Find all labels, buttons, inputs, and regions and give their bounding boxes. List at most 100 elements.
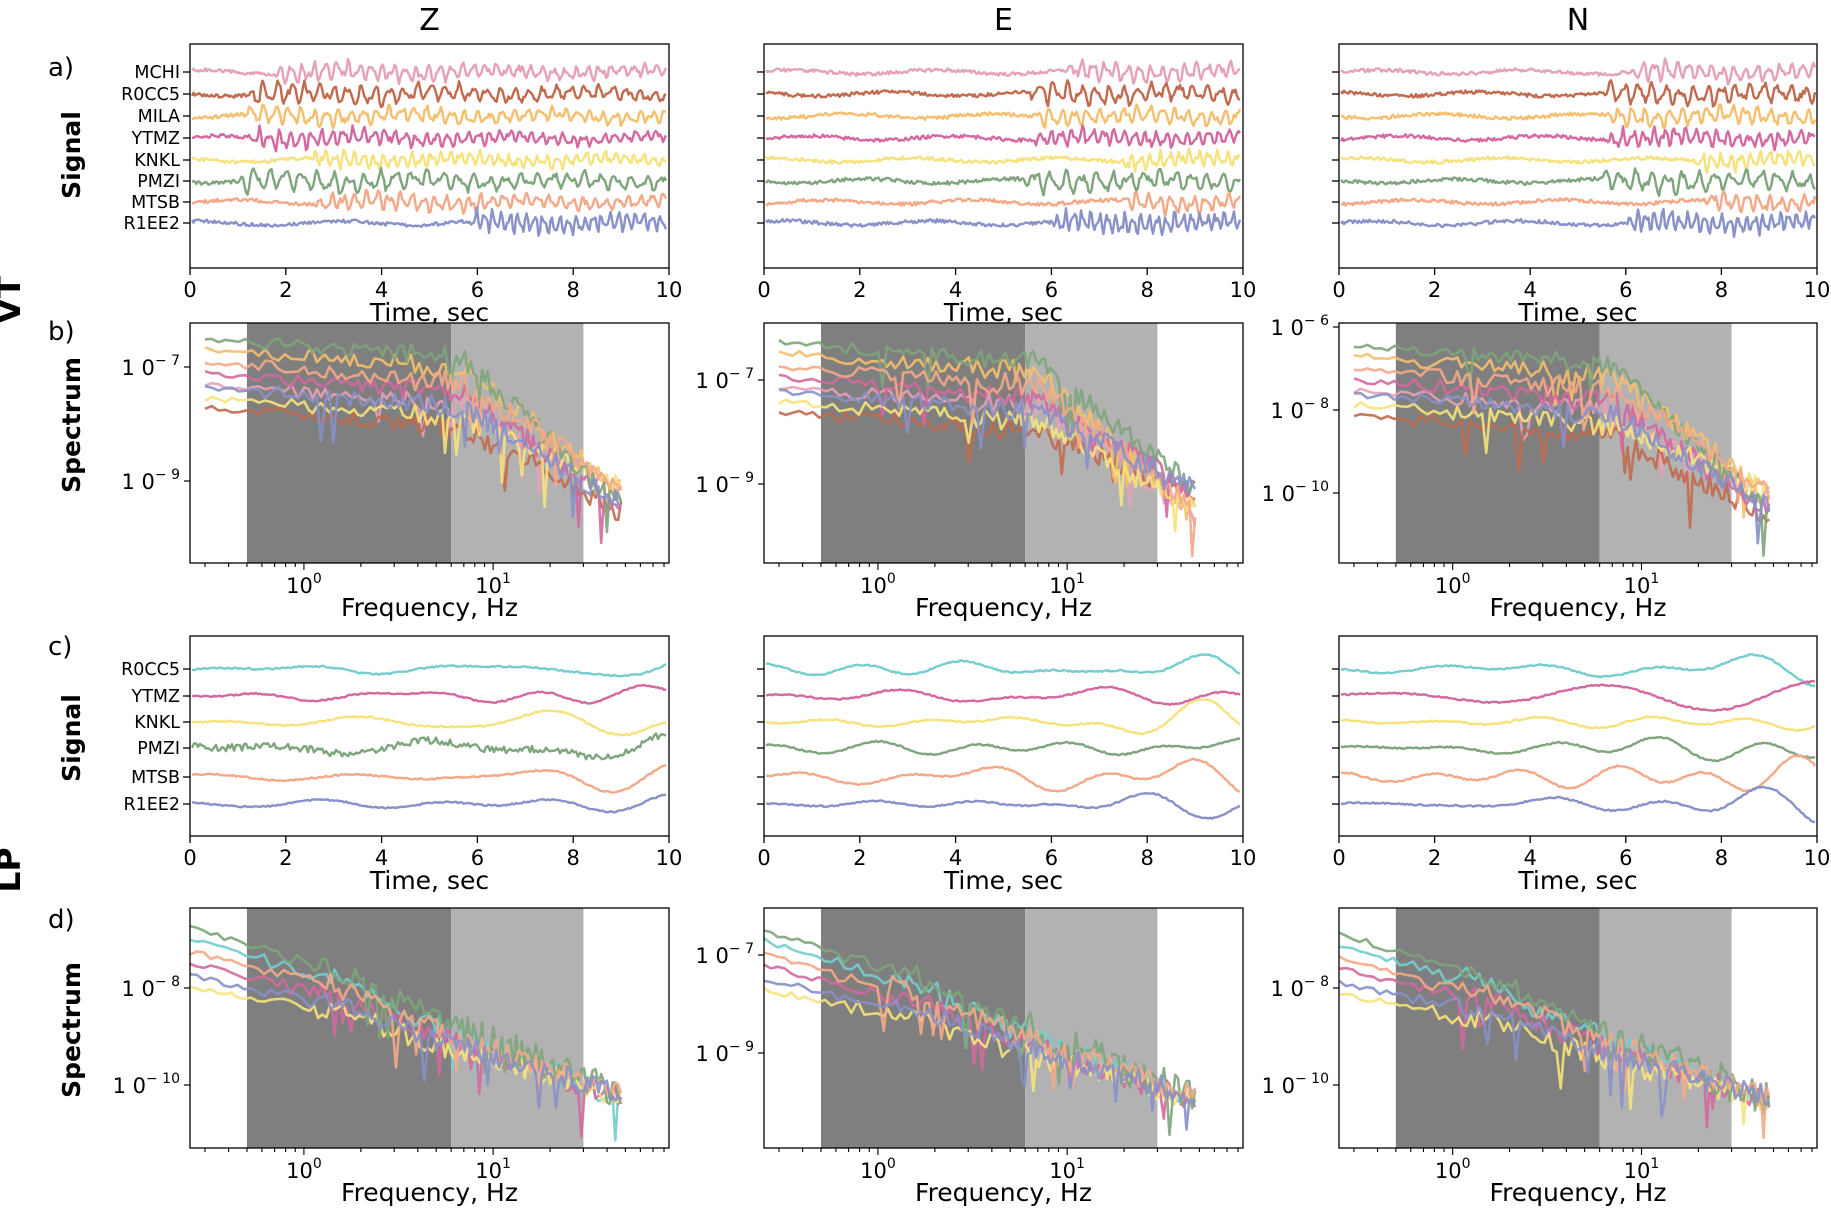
b-spectrum-frame-2 (1338, 322, 1818, 564)
spectrum-ylabel-vt: Spectrum (57, 357, 86, 493)
vt-trace-mtsb-e (765, 191, 1242, 218)
vt-trace-pmzi-e (765, 167, 1241, 197)
x-tick-label-a2-10: 10 (1804, 278, 1831, 302)
x-tick-label-a0-0: 0 (183, 278, 196, 302)
time-xlabel-c1: Time, sec (943, 866, 1063, 895)
row-label-lp: LP (0, 847, 28, 892)
lp-trace-knkl-e (765, 697, 1241, 736)
lp-trace-knkl-n (1340, 715, 1816, 732)
d-freq-xlabel-2: Frequency, Hz (1490, 1178, 1667, 1207)
vt-trace-ytmz-z (191, 124, 668, 153)
b-ylabel-1-1: 1 0− 9 (696, 470, 755, 497)
b-spectrum-mtsb-0 (204, 359, 623, 492)
x-tick-label-a0-8: 8 (567, 278, 580, 302)
b-spectrum-mtsb-2 (1353, 367, 1771, 505)
b-spectrum-r1ee2-1 (778, 388, 1197, 494)
lp-trace-pmzi-e (765, 737, 1241, 757)
d-ylabel-2-1: 1 0− 10 (1262, 1071, 1329, 1098)
x-tick-label-a0-10: 10 (656, 278, 683, 302)
d-band-dark-2 (1395, 908, 1600, 1148)
b-freq-xlabel-2: Frequency, Hz (1490, 593, 1667, 622)
b-xlabel-1e0-2: 100 (1435, 571, 1471, 598)
x-tick-label-a1-8: 8 (1141, 278, 1154, 302)
station-label-lp-knkl: KNKL (134, 713, 180, 733)
vt-trace-knkl-e (764, 147, 1241, 173)
x-tick-label-c0-6: 6 (471, 846, 484, 870)
lp-trace-mtsb-n (1340, 754, 1817, 793)
vt-trace-knkl-n (1340, 149, 1816, 174)
b-xlabel-1e0-0: 100 (286, 571, 322, 598)
x-tick-label-c2-2: 2 (1428, 846, 1441, 870)
lp-trace-pmzi-z (190, 732, 667, 761)
vt-trace-r1ee2-e (765, 207, 1242, 237)
x-tick-label-a0-2: 2 (279, 278, 292, 302)
time-xlabel-c0: Time, sec (369, 866, 489, 895)
x-tick-label-c1-0: 0 (757, 846, 770, 870)
d-xlabel-1e1-1: 101 (1049, 1156, 1085, 1183)
b-xlabel-1e1-0: 101 (475, 571, 511, 598)
time-xlabel-a2: Time, sec (1517, 298, 1637, 327)
b-freq-xlabel-1: Frequency, Hz (915, 593, 1092, 622)
vt-trace-mila-n (1340, 103, 1817, 130)
lp-trace-r1ee2-e (765, 792, 1241, 820)
x-tick-label-c2-10: 10 (1804, 846, 1831, 870)
x-tick-label-c2-4: 4 (1524, 846, 1537, 870)
lp-signal-frame-1 (763, 635, 1244, 837)
x-tick-label-c1-10: 10 (1230, 846, 1257, 870)
row-label-vt: VT (0, 275, 28, 324)
x-tick-label-c1-4: 4 (949, 846, 962, 870)
vt-trace-r1ee2-n (1340, 207, 1817, 238)
station-label-lp-pmzi: PMZI (137, 739, 180, 759)
time-xlabel-a1: Time, sec (943, 298, 1063, 327)
b-spectrum-frame-0 (189, 322, 670, 564)
station-label-vt-mchi: MCHI (134, 63, 180, 83)
d-spectrum-panel-e (763, 908, 1197, 1148)
x-tick-label-a1-4: 4 (949, 278, 962, 302)
station-label-vt-pmzi: PMZI (137, 172, 180, 192)
x-tick-label-a1-6: 6 (1045, 278, 1058, 302)
d-spectrum-pmzi-2 (1338, 931, 1771, 1115)
station-label-vt-knkl: KNKL (134, 151, 180, 171)
d-xlabel-1e0-1: 100 (860, 1156, 896, 1183)
lp-trace-ytmz-e (765, 685, 1241, 706)
d-band-dark-1 (820, 908, 1026, 1148)
d-spectrum-ytmz-0 (189, 962, 623, 1139)
d-spectrum-r1ee2-2 (1338, 979, 1771, 1118)
vt-trace-ytmz-e (765, 124, 1242, 149)
b-spectrum-r0cc5-2 (1353, 412, 1770, 530)
panel-label-d: d) (48, 905, 75, 935)
b-xlabel-1e0-1: 100 (860, 571, 896, 598)
d-band-light-1 (1025, 908, 1158, 1148)
d-spectrum-panel-z (189, 908, 623, 1148)
lp-signal-panel-e (765, 653, 1241, 820)
station-label-vt-mila: MILA (138, 107, 180, 127)
b-spectrum-panel-z (204, 323, 623, 563)
d-spectrum-panel-n (1338, 908, 1771, 1148)
d-ylabel-0-0: 1 0− 8 (122, 974, 181, 1001)
b-spectrum-pmzi-0 (204, 336, 623, 534)
vt-signal-frame-0 (189, 43, 670, 269)
lp-signal-frame-2 (1338, 635, 1818, 837)
d-band-light-0 (451, 908, 584, 1148)
d-spectrum-pmzi-0 (189, 924, 623, 1106)
b-spectrum-panel-e (778, 323, 1197, 563)
x-tick-label-a2-6: 6 (1619, 278, 1632, 302)
x-tick-label-c0-2: 2 (279, 846, 292, 870)
lp-trace-r1ee2-n (1340, 785, 1816, 824)
panel-label-a: a) (48, 53, 74, 83)
vt-trace-mchi-z (191, 57, 668, 86)
lp-trace-r1ee2-z (191, 793, 667, 814)
d-ylabel-1-1: 1 0− 9 (696, 1039, 755, 1066)
vt-trace-r0cc5-n (1340, 79, 1817, 108)
vt-signal-panel-z (190, 57, 668, 237)
vt-trace-mtsb-z (191, 188, 668, 215)
d-band-light-2 (1599, 908, 1732, 1148)
x-tick-label-c2-6: 6 (1619, 846, 1632, 870)
x-tick-label-c1-2: 2 (853, 846, 866, 870)
d-ylabel-1-0: 1 0− 7 (696, 941, 755, 968)
d-ylabel-2-0: 1 0− 8 (1271, 974, 1330, 1001)
vt-trace-r0cc5-e (765, 79, 1241, 108)
b-ylabel-0-0: 1 0− 7 (122, 353, 181, 380)
b-spectrum-frame-1 (763, 322, 1244, 564)
